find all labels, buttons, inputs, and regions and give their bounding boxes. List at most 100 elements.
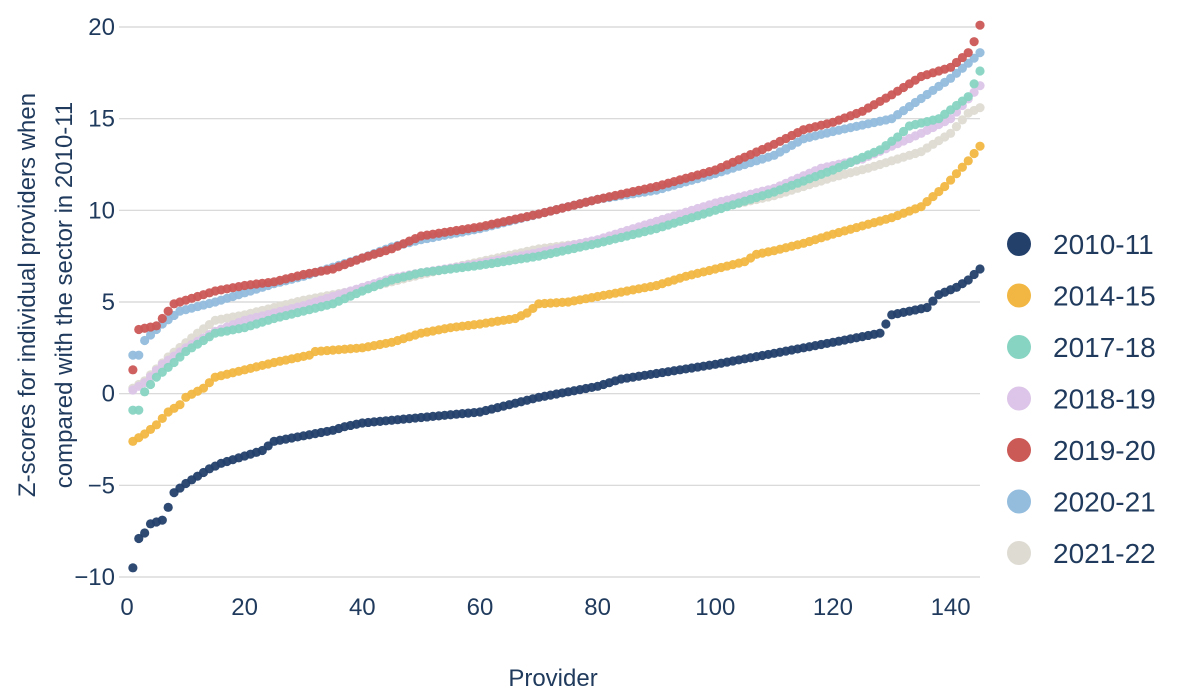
series-2010-11	[128, 264, 985, 573]
legend-label: 2017-18	[1053, 332, 1156, 363]
data-point	[969, 269, 979, 280]
data-point	[975, 103, 985, 113]
data-point	[163, 502, 173, 512]
legend-label: 2020-21	[1053, 487, 1156, 518]
data-point	[134, 533, 144, 544]
data-point	[198, 383, 209, 393]
legend-item: 2017-18	[1007, 332, 1156, 363]
legend-item: 2014-15	[1007, 281, 1156, 312]
data-point	[140, 387, 150, 397]
data-point	[134, 350, 144, 360]
x-tick-label: 0	[120, 594, 133, 621]
y-axis-title: Z-scores for individual providers when c…	[14, 93, 78, 497]
data-point	[128, 563, 138, 573]
data-point	[969, 53, 979, 63]
y-tick-label: 0	[102, 381, 115, 408]
legend-swatch	[1007, 232, 1031, 256]
data-point	[157, 413, 167, 424]
data-point	[945, 128, 956, 138]
legend-swatch	[1007, 335, 1031, 359]
data-point	[963, 48, 973, 58]
x-tick-label: 140	[931, 594, 971, 621]
y-tick-label: 20	[88, 14, 115, 41]
data-point	[140, 528, 150, 538]
legend-label: 2014-15	[1053, 281, 1156, 312]
data-point	[128, 365, 138, 375]
data-point	[157, 515, 167, 525]
legend-item: 2019-20	[1007, 435, 1156, 466]
legend-label: 2021-22	[1053, 538, 1156, 569]
legend-item: 2020-21	[1007, 487, 1156, 518]
legend-swatch	[1007, 541, 1031, 565]
series-2019-20	[128, 20, 985, 375]
x-axis-title: Provider	[508, 665, 597, 687]
data-point	[975, 48, 985, 58]
x-tick-label: 60	[467, 594, 494, 621]
x-tick-label: 120	[813, 594, 853, 621]
data-point	[163, 306, 173, 316]
legend-swatch	[1007, 438, 1031, 462]
data-point	[157, 313, 167, 324]
data-point	[875, 328, 885, 338]
data-point	[928, 296, 938, 306]
x-tick-label: 20	[231, 594, 258, 621]
legend-swatch	[1007, 489, 1031, 514]
legend-label: 2010-11	[1053, 229, 1154, 260]
x-tick-label: 40	[349, 594, 376, 621]
legend-label: 2018-19	[1053, 384, 1156, 415]
data-point	[134, 405, 144, 415]
legend-swatch	[1007, 386, 1031, 411]
data-point	[945, 175, 956, 185]
data-point	[963, 156, 973, 166]
y-tick-label: −5	[88, 472, 115, 499]
data-point	[893, 132, 903, 142]
y-tick-label: 10	[88, 197, 115, 224]
data-point	[169, 357, 179, 368]
data-point	[881, 319, 891, 329]
data-point	[151, 321, 162, 331]
data-point	[175, 352, 185, 362]
data-point	[951, 169, 962, 179]
data-point	[204, 378, 214, 388]
data-point	[175, 400, 185, 410]
legend: 2010-11 2014-15 2017-18 2018-19 2019-20 2020-…	[1007, 229, 1156, 569]
legend-item: 2018-19	[1007, 384, 1156, 415]
data-point	[145, 330, 156, 340]
legend-label: 2019-20	[1053, 435, 1156, 466]
x-tick-label: 100	[695, 594, 735, 621]
series-2017-18	[128, 66, 985, 415]
data-point	[975, 66, 985, 76]
data-point	[940, 181, 950, 192]
series-2014-15	[128, 141, 985, 446]
data-point	[957, 162, 967, 172]
y-axis-title-line-2: compared with the sector in 2010-11	[51, 102, 78, 488]
data-point	[922, 302, 932, 313]
data-point	[975, 20, 985, 30]
x-tick-label: 80	[584, 594, 611, 621]
legend-item: 2010-11	[1007, 229, 1154, 260]
data-point	[969, 148, 979, 159]
y-axis-title-line-1: Z-scores for individual providers when	[14, 93, 41, 497]
data-point	[957, 115, 967, 125]
data-point	[140, 335, 150, 346]
data-point	[969, 79, 979, 89]
data-point	[951, 122, 962, 132]
data-point	[969, 37, 979, 47]
data-point	[975, 264, 985, 274]
legend-swatch	[1007, 283, 1031, 308]
data-point	[963, 275, 973, 285]
data-points	[128, 20, 985, 573]
y-tick-label: 5	[102, 289, 115, 316]
y-axis-ticks: −10 −5 0 5 10 15 20	[74, 14, 115, 591]
data-point	[145, 379, 156, 390]
data-point	[898, 126, 909, 137]
legend-item: 2021-22	[1007, 538, 1156, 569]
y-tick-label: 15	[88, 106, 115, 133]
y-tick-label: −10	[74, 564, 115, 591]
data-point	[151, 420, 162, 430]
x-axis-ticks: 0 20 40 60 80 100 120 140	[120, 594, 970, 621]
data-point	[975, 141, 985, 151]
data-point	[963, 92, 973, 102]
